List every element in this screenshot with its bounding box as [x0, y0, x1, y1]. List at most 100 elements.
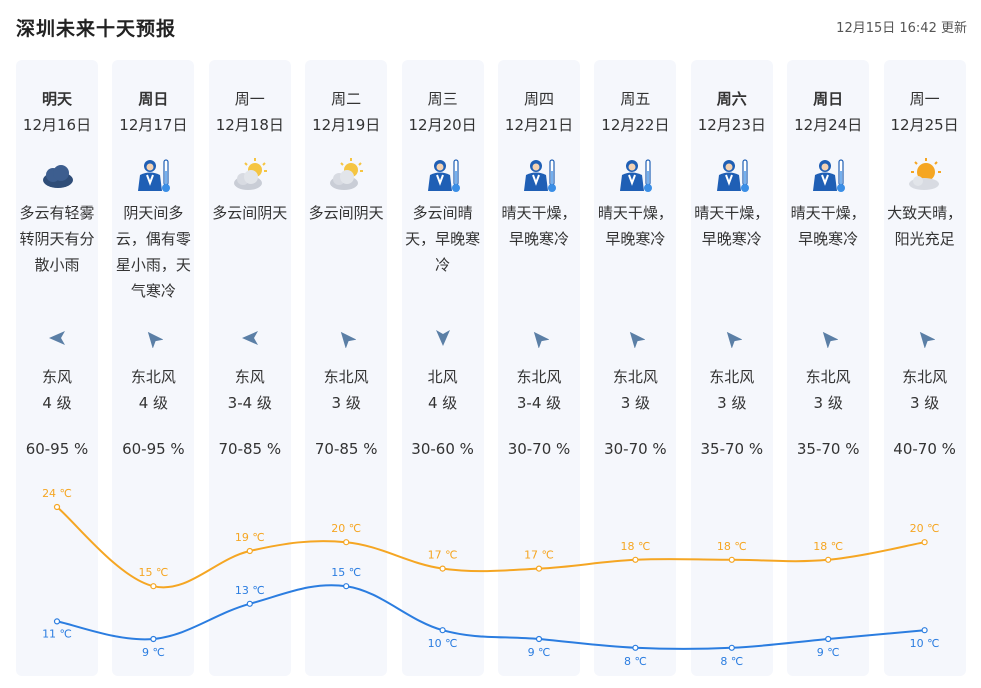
day-label: 周二	[331, 90, 362, 108]
wind-level: 3 级	[331, 394, 361, 412]
humidity: 30-70 %	[507, 440, 571, 458]
wind-direction-arrow-icon	[818, 328, 839, 349]
weather-description: 多云有轻雾转阴天有分散小雨	[19, 204, 95, 274]
date-label: 12月16日	[22, 116, 92, 134]
humidity: 60-95 %	[122, 440, 185, 458]
day-label: 周日	[138, 90, 169, 108]
low-temp-label: 10 ℃	[910, 637, 940, 650]
weather-description: 多云间阴天	[212, 204, 288, 222]
low-temp-label: 9 ℃	[142, 646, 165, 659]
high-temp-point	[825, 556, 832, 563]
wind-direction-arrow-icon	[47, 328, 67, 348]
cold-weather-icon	[713, 157, 751, 195]
low-temp-label: 8 ℃	[720, 655, 743, 668]
partly-cloudy-icon	[327, 157, 365, 195]
high-temp-line	[56, 506, 925, 589]
low-temp-point	[535, 635, 543, 643]
high-temp-point	[53, 503, 61, 511]
wind-direction: 东北风	[902, 368, 948, 386]
day-label: 明天	[41, 90, 72, 108]
low-temp-label: 10 ℃	[428, 637, 458, 650]
high-temp-label: 18 ℃	[717, 540, 747, 553]
update-time: 12月15日 16:42 更新	[836, 21, 967, 36]
low-temp-point	[53, 618, 61, 625]
day-column: 周二 12月19日 多云间阴天 东北风 3 级 70-85 %	[305, 60, 388, 676]
high-temp-point	[343, 539, 350, 546]
wind-direction: 东北风	[709, 368, 755, 386]
weather-description: 晴天干燥，早晚寒冷	[597, 204, 673, 248]
cold-weather-icon	[616, 157, 654, 195]
low-temp-point	[246, 600, 253, 607]
wind-direction: 东风	[41, 368, 72, 386]
high-temp-label: 17 ℃	[428, 549, 458, 562]
humidity: 70-85 %	[314, 440, 378, 458]
high-temp-point	[632, 556, 639, 563]
wind-direction: 北风	[427, 368, 458, 386]
day-label: 周四	[523, 90, 554, 108]
wind-direction-arrow-icon	[722, 328, 743, 349]
date-label: 12月17日	[119, 116, 188, 134]
high-temp-point	[728, 556, 735, 563]
wind-level: 3-4 级	[516, 394, 562, 412]
cold-weather-icon	[134, 157, 172, 195]
low-temp-point	[150, 635, 157, 643]
high-temp-label: 15 ℃	[138, 566, 168, 579]
date-label: 12月22日	[601, 116, 670, 134]
day-label: 周六	[716, 90, 747, 108]
humidity: 60-95 %	[25, 440, 89, 458]
high-temp-point	[246, 547, 253, 555]
humidity: 30-70 %	[604, 440, 667, 458]
day-column: 周五 12月22日 晴天干燥，早晚寒冷 东北风 3 级 30-70 %	[594, 60, 677, 676]
low-temp-point	[632, 644, 639, 651]
wind-direction-arrow-icon	[336, 328, 357, 349]
date-label: 12月23日	[697, 116, 766, 134]
low-temp-label: 13 ℃	[235, 584, 265, 597]
low-temp-label: 8 ℃	[624, 655, 647, 668]
weather-description: 晴天干燥，早晚寒冷	[790, 204, 866, 248]
date-label: 12月19日	[312, 116, 381, 134]
low-temp-label: 9 ℃	[817, 646, 840, 659]
wind-direction: 东北风	[323, 368, 369, 386]
wind-level: 4 级	[138, 394, 169, 412]
day-label: 周日	[813, 90, 844, 108]
day-label: 周五	[620, 90, 651, 108]
wind-direction-arrow-icon	[625, 328, 646, 349]
cold-weather-icon	[424, 157, 462, 195]
high-temp-label: 17 ℃	[524, 549, 554, 562]
humidity: 40-70 %	[893, 440, 956, 458]
low-temp-point	[439, 627, 446, 634]
day-label: 周三	[427, 90, 458, 108]
high-temp-point	[150, 583, 157, 590]
low-temp-label: 15 ℃	[331, 566, 361, 579]
wind-level: 3 级	[813, 394, 843, 412]
high-temp-label: 20 ℃	[331, 522, 361, 535]
sunny-cloudy-icon	[906, 157, 944, 195]
low-temp-label: 11 ℃	[42, 627, 72, 640]
humidity: 70-85 %	[218, 440, 282, 458]
day-column: 周六 12月23日 晴天干燥，早晚寒冷 东北风 3 级 35-70 %	[690, 60, 773, 676]
low-temp-point	[825, 635, 832, 643]
weather-description: 阴天间多云，偶有零星小雨，天气寒冷	[115, 204, 191, 300]
wind-level: 4 级	[42, 394, 72, 412]
wind-direction-arrow-icon	[240, 328, 260, 348]
page-title: 深圳未来十天预报	[16, 18, 177, 40]
wind-level: 3 级	[620, 394, 651, 412]
weather-description: 大致天晴，阳光充足	[887, 204, 963, 248]
wind-direction-arrow-icon	[143, 328, 164, 349]
wind-level: 4 级	[427, 394, 458, 412]
wind-direction: 东北风	[130, 368, 176, 386]
date-label: 12月25日	[890, 116, 959, 134]
cold-weather-icon	[520, 157, 558, 195]
high-temp-label: 20 ℃	[910, 522, 940, 535]
day-column: 明天 12月16日多云有轻雾转阴天有分散小雨东风 4 级 60-95 %	[16, 60, 98, 676]
humidity: 30-60 %	[411, 440, 474, 458]
high-temp-point	[439, 565, 446, 572]
humidity: 35-70 %	[700, 440, 764, 458]
date-label: 12月21日	[504, 116, 574, 134]
date-label: 12月18日	[215, 116, 284, 134]
wind-direction-arrow-icon	[433, 328, 453, 348]
high-temp-label: 19 ℃	[235, 531, 265, 544]
cloudy-icon	[38, 157, 76, 195]
wind-level: 3-4 级	[227, 394, 272, 412]
